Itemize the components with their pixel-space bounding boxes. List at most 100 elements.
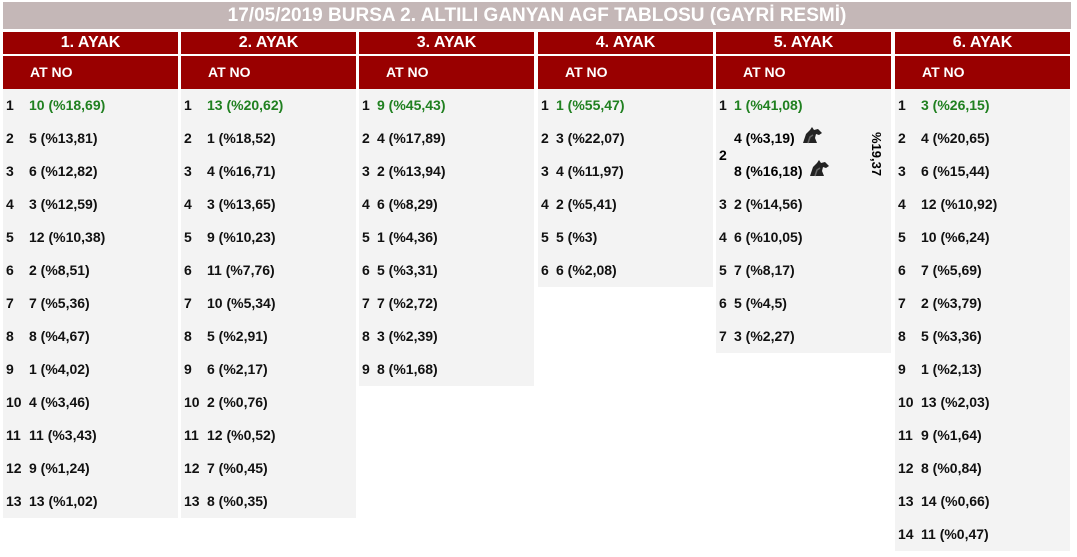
table-row: 7 7 (%5,36) [3,287,178,320]
horse-agf-value: 2 (%3,79) [921,295,982,311]
horse-agf-value: 12 (%10,92) [921,196,998,212]
horse-agf-value: 4 (%11,97) [556,163,624,179]
rank-number: 6 [541,262,549,278]
table-row: 13 13 (%1,02) [3,485,178,518]
rank-number: 4 [541,196,549,212]
coupled-horse-entry: 8 (%16,18) [734,155,830,188]
horse-agf-value: 1 (%4,02) [29,361,90,377]
rank-number: 4 [184,196,192,212]
rank-number: 9 [6,361,14,377]
rank-number: 7 [719,328,727,344]
at-no-header: AT NO [716,56,891,89]
table-row: 2 1 (%18,52) [181,122,356,155]
rank-number: 1 [6,97,14,113]
rank-number: 4 [898,196,906,212]
rank-number: 10 [184,394,200,410]
table-row: 8 3 (%2,39) [359,320,534,353]
at-no-header: AT NO [181,56,356,89]
rank-number: 1 [362,97,370,113]
horse-agf-value: 8 (%1,68) [377,361,438,377]
rank-number: 4 [362,196,370,212]
horse-agf-value: 9 (%1,64) [921,427,982,443]
rank-number: 14 [898,526,914,542]
table-row: 3 6 (%12,82) [3,155,178,188]
rank-number: 3 [719,196,727,212]
table-row: 4 12 (%10,92) [895,188,1070,221]
at-no-header: AT NO [895,56,1070,89]
table-row: 10 13 (%2,03) [895,386,1070,419]
rank-number: 7 [362,295,370,311]
horse-agf-value: 6 (%8,29) [377,196,438,212]
rank-number: 13 [184,493,200,509]
table-row: 2 5 (%13,81) [3,122,178,155]
favorite-row: 1 13 (%20,62) [181,89,356,122]
rank-number: 8 [184,328,192,344]
rank-number: 2 [362,130,370,146]
leg-rows: 1 1 (%55,47) 2 3 (%22,07) 3 4 (%11,97) 4 2 (%5,… [538,89,713,287]
horse-agf-value: 5 (%3,36) [921,328,982,344]
rank-number: 3 [541,163,549,179]
leg-rows: 1 13 (%20,62) 2 1 (%18,52) 3 4 (%16,71) 4 3 (%1… [181,89,356,518]
favorite-row: 1 10 (%18,69) [3,89,178,122]
table-row: 9 1 (%2,13) [895,353,1070,386]
rank-number: 12 [6,460,22,476]
rank-number: 11 [184,427,199,443]
horse-agf-value: 4 (%3,46) [29,394,90,410]
rank-number: 8 [6,328,14,344]
rank-number: 5 [6,229,14,245]
horse-agf-value: 1 (%55,47) [556,97,625,113]
rank-number: 6 [898,262,906,278]
horse-agf-value: 13 (%1,02) [29,493,98,509]
rank-number: 7 [6,295,14,311]
table-row: 6 5 (%4,5) [716,287,891,320]
at-no-header: AT NO [359,56,534,89]
table-row: 3 6 (%15,44) [895,155,1070,188]
leg-rows: 1 1 (%41,08) 2 4 (%3,19) 8 (%16,18) %19,37 3 2 … [716,89,891,353]
rank-number: 1 [898,97,906,113]
rank-number: 5 [898,229,906,245]
rank-number: 3 [6,163,14,179]
rank-number: 3 [184,163,192,179]
horse-agf-value: 10 (%5,34) [207,295,276,311]
horse-agf-value: 11 (%0,47) [921,526,989,542]
horse-agf-value: 5 (%13,81) [29,130,98,146]
table-row: 10 2 (%0,76) [181,386,356,419]
table-row: 13 8 (%0,35) [181,485,356,518]
horse-agf-value: 5 (%3,31) [377,262,438,278]
horse-agf-value: 10 (%18,69) [29,97,106,113]
favorite-row: 1 1 (%41,08) [716,89,891,122]
horse-agf-value: 9 (%1,24) [29,460,90,476]
rank-number: 2 [6,130,14,146]
horse-agf-value: 12 (%10,38) [29,229,106,245]
rank-number: 9 [362,361,370,377]
rank-number: 1 [719,97,727,113]
table-row: 5 1 (%4,36) [359,221,534,254]
rank-number: 12 [898,460,914,476]
rank-number: 5 [719,262,727,278]
table-row: 12 8 (%0,84) [895,452,1070,485]
leg-header: 4. AYAK [538,32,713,54]
horse-agf-value: 5 (%3) [556,229,598,245]
leg-column-1: 1. AYAK AT NO 1 10 (%18,69) 2 5 (%13,81) 3 6 (%… [3,32,178,518]
horse-agf-value: 2 (%14,56) [734,196,803,212]
table-row: 12 9 (%1,24) [3,452,178,485]
table-row: 7 2 (%3,79) [895,287,1070,320]
table-row: 4 6 (%10,05) [716,221,891,254]
table-row: 2 4 (%17,89) [359,122,534,155]
horse-agf-value: 3 (%26,15) [921,97,990,113]
leg-header: 1. AYAK [3,32,178,54]
rank-number: 2 [184,130,192,146]
horse-agf-value: 7 (%8,17) [734,262,795,278]
horse-agf-value: 7 (%5,69) [921,262,982,278]
leg-column-3: 3. AYAK AT NO 1 9 (%45,43) 2 4 (%17,89) 3 2 (%1… [359,32,534,386]
rank-number: 5 [362,229,370,245]
horse-agf-value: 4 (%20,65) [921,130,990,146]
table-row: 6 6 (%2,08) [538,254,713,287]
rank-number: 4 [6,196,14,212]
table-row: 8 5 (%2,91) [181,320,356,353]
horse-agf-value: 3 (%2,39) [377,328,438,344]
rank-number: 9 [184,361,192,377]
table-row: 7 10 (%5,34) [181,287,356,320]
table-row: 12 7 (%0,45) [181,452,356,485]
rank-number: 5 [541,229,549,245]
